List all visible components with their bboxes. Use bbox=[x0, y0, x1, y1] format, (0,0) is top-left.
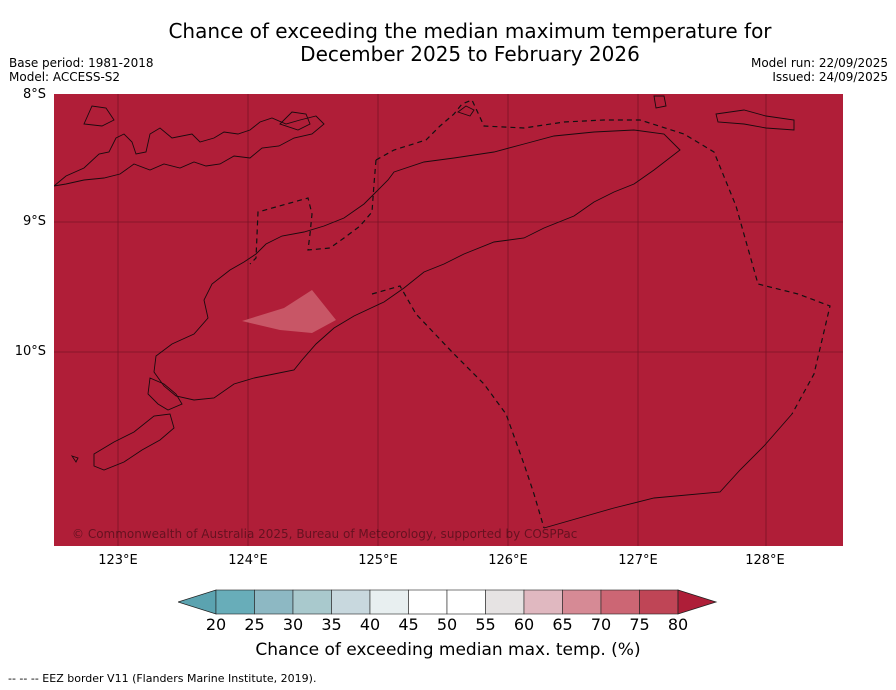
lat-label-9s: 9°S bbox=[22, 214, 46, 229]
eez-borders bbox=[249, 99, 831, 529]
lon-label-126e: 126°E bbox=[488, 553, 528, 568]
colorbar-tick-35: 35 bbox=[321, 615, 342, 634]
lat-label-10s: 10°S bbox=[14, 344, 46, 359]
colorbar-over-arrow bbox=[677, 589, 718, 615]
colorbar-tick-20: 20 bbox=[205, 615, 227, 634]
colorbar-tick-80: 80 bbox=[667, 615, 689, 634]
colorbar-tick-30: 30 bbox=[282, 615, 304, 634]
colorbar-segment-45-50 bbox=[408, 589, 448, 615]
colorbar-tick-65: 65 bbox=[552, 615, 573, 634]
lon-label-128e: 128°E bbox=[745, 553, 785, 568]
lon-label-125e: 125°E bbox=[358, 553, 398, 568]
colorbar-tick-75: 75 bbox=[629, 615, 650, 634]
colorbar-under-arrow bbox=[178, 589, 217, 615]
colorbar-tick-70: 70 bbox=[590, 615, 612, 634]
colorbar-segment-60-65 bbox=[523, 589, 563, 615]
lon-label-127e: 127°E bbox=[618, 553, 658, 568]
eez-footnote: -- -- -- EEZ border V11 (Flanders Marine… bbox=[8, 672, 317, 685]
model-run: Model run: 22/09/2025 bbox=[750, 56, 888, 70]
colorbar-segment-40-45 bbox=[369, 589, 409, 615]
lower-probability-patch bbox=[242, 290, 336, 333]
lon-label-124e: 124°E bbox=[228, 553, 268, 568]
colorbar-tick-50: 50 bbox=[436, 615, 458, 634]
meta-right: Model run: 22/09/2025 Issued: 24/09/2025 bbox=[751, 56, 888, 84]
title-line-1: Chance of exceeding the median maximum t… bbox=[168, 19, 772, 43]
colorbar-label: Chance of exceeding median max. temp. (%… bbox=[255, 640, 641, 660]
colorbar-segment-70-75 bbox=[600, 589, 640, 615]
lon-label-123e: 123°E bbox=[98, 553, 138, 568]
map-title: Chance of exceeding the median maximum t… bbox=[0, 20, 896, 66]
base-period: Base period: 1981-2018 bbox=[9, 56, 154, 70]
colorbar bbox=[178, 589, 718, 615]
lat-label-8s: 8°S bbox=[22, 87, 46, 102]
meta-left: Base period: 1981-2018 Model: ACCESS-S2 bbox=[9, 56, 154, 84]
colorbar-tick-25: 25 bbox=[244, 615, 265, 634]
colorbar-segment-25-30 bbox=[254, 589, 294, 615]
model-name: Model: ACCESS-S2 bbox=[9, 70, 121, 84]
issued-date: Issued: 24/09/2025 bbox=[772, 70, 888, 84]
copyright-credit: © Commonwealth of Australia 2025, Bureau… bbox=[72, 527, 578, 541]
coastlines bbox=[54, 95, 795, 529]
colorbar-segment-30-35 bbox=[292, 589, 332, 615]
map-canvas bbox=[54, 94, 843, 546]
title-line-2: December 2025 to February 2026 bbox=[300, 42, 640, 66]
colorbar-segment-55-60 bbox=[485, 589, 525, 615]
graticule bbox=[54, 94, 843, 546]
colorbar-tick-40: 40 bbox=[359, 615, 381, 634]
colorbar-tick-60: 60 bbox=[513, 615, 535, 634]
colorbar-tick-55: 55 bbox=[475, 615, 496, 634]
colorbar-segment-20-25 bbox=[215, 589, 255, 615]
probability-fill bbox=[54, 94, 843, 546]
colorbar-segment-50-55 bbox=[446, 589, 486, 615]
colorbar-segment-65-70 bbox=[562, 589, 602, 615]
colorbar-segment-35-40 bbox=[331, 589, 371, 615]
colorbar-tick-45: 45 bbox=[398, 615, 419, 634]
colorbar-segment-75-80 bbox=[639, 589, 679, 615]
